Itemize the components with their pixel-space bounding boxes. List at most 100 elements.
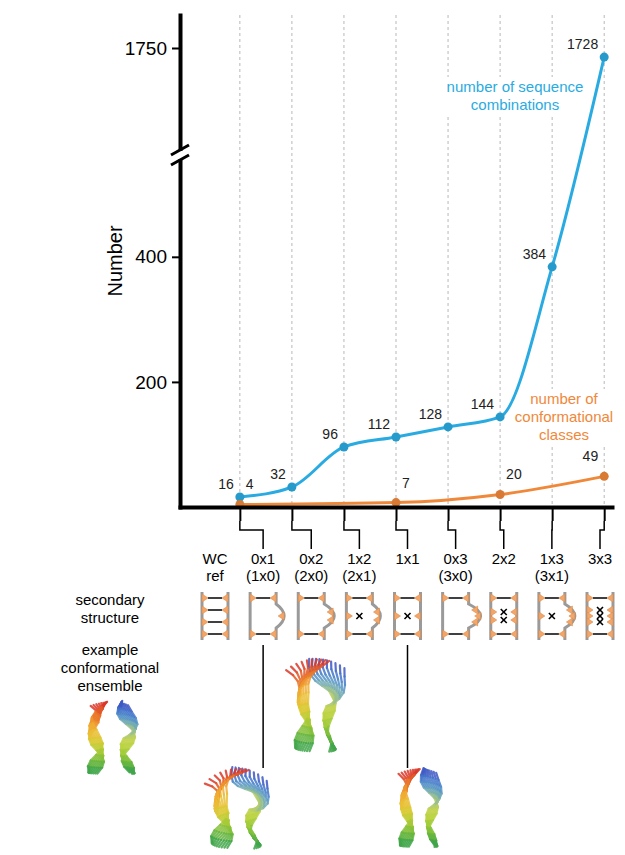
ensemble-strand <box>88 766 89 772</box>
ensemble-strand <box>210 836 213 842</box>
mismatch-mark <box>597 607 603 613</box>
nucleotide <box>202 618 208 626</box>
ensemble-strand <box>406 792 408 799</box>
ensemble-strand <box>324 713 325 720</box>
x-tick <box>292 507 293 521</box>
ensemble-strand <box>234 773 242 776</box>
text-line: secondary <box>75 591 145 608</box>
ensemble-strand <box>119 702 122 708</box>
nucleotide <box>472 606 478 614</box>
text-line: 1x2 <box>347 550 371 567</box>
x-tick-mark <box>396 507 398 521</box>
data-point <box>600 53 609 62</box>
mismatch-mark <box>597 607 603 613</box>
base-pair <box>401 597 415 599</box>
strand <box>372 592 380 640</box>
ensemble-strand <box>325 713 328 720</box>
ensemble-strand <box>224 795 225 807</box>
ensemble-strand <box>220 819 226 825</box>
label-patch <box>513 389 615 444</box>
ensemble-strand <box>257 774 260 781</box>
text-line: (2x1) <box>342 567 376 584</box>
ensemble-strand <box>333 699 340 704</box>
connector <box>448 521 456 549</box>
ensemble-strand <box>247 815 250 821</box>
ensemble-strand <box>299 687 300 696</box>
ensemble-strand <box>331 669 334 677</box>
nucleotide <box>607 594 613 602</box>
nucleotide <box>587 594 593 602</box>
connector <box>292 521 311 549</box>
ensemble-strand <box>334 677 337 685</box>
ensemble-strand <box>223 787 224 794</box>
series-label-group: number ofconformationalclasses <box>513 389 615 444</box>
ensemble-strand <box>132 768 135 774</box>
nucleotide <box>366 630 372 638</box>
ensemble-strand <box>312 736 315 744</box>
ensemble-strand <box>217 791 218 797</box>
category-label: WCref <box>203 550 228 584</box>
ensemble-strand <box>432 834 435 840</box>
ensemble-strand <box>254 842 256 848</box>
base-pair <box>545 633 559 635</box>
text-line: example <box>82 641 139 658</box>
mismatch-mark <box>356 613 362 619</box>
ensemble-strand <box>435 840 438 846</box>
ensemble-strand <box>93 723 97 729</box>
ensemble-strand <box>130 767 134 773</box>
base-pair <box>208 633 222 635</box>
ensemble-strand <box>254 835 257 842</box>
ensemble-strand <box>323 713 326 720</box>
x-axis <box>181 507 613 521</box>
strand <box>276 592 284 640</box>
base-pair <box>497 633 511 635</box>
nucleotide <box>395 594 401 602</box>
ensemble-strand <box>324 721 326 729</box>
mismatch-mark <box>597 619 603 625</box>
text-line: 3x3 <box>588 550 612 567</box>
x-tick <box>448 507 449 521</box>
nucleotide <box>250 594 256 602</box>
ensemble-strand <box>211 837 214 843</box>
category-label: 1x2(2x1) <box>342 550 376 584</box>
nucleotide <box>202 594 208 602</box>
ensemble-strand <box>430 827 434 834</box>
ensemble-strand <box>400 839 401 845</box>
ensemble-strand <box>327 729 330 737</box>
base-pair <box>449 633 463 635</box>
nucleotide <box>415 594 421 602</box>
nucleotide <box>539 630 545 638</box>
text-line: number of sequence <box>447 78 584 95</box>
data-point <box>496 412 505 421</box>
ensemble-strand <box>210 779 216 783</box>
conformational-ensemble <box>286 659 345 752</box>
base-pair <box>256 597 270 599</box>
ensemble-strand <box>296 664 300 671</box>
data-point <box>548 262 557 271</box>
nucleotide <box>443 630 449 638</box>
nucleotide <box>346 630 352 638</box>
data-point <box>496 490 505 499</box>
nucleotide <box>491 608 497 616</box>
nucleotide <box>346 612 352 620</box>
ensemble-strand <box>96 707 102 712</box>
nucleotide <box>222 594 228 602</box>
ensemble-strand <box>99 738 102 744</box>
x-tick-mark <box>604 507 606 521</box>
mismatch-mark <box>549 613 555 619</box>
x-tick-mark <box>500 507 502 521</box>
axis-break <box>170 145 190 165</box>
ensemble-strand <box>343 668 345 676</box>
category-label: 2x2 <box>492 550 516 567</box>
secondary-structure-icon <box>539 592 575 640</box>
ensemble-strand <box>325 728 329 736</box>
connectors <box>240 521 604 549</box>
y-tick-mark <box>172 256 180 258</box>
ensemble-strand <box>301 671 302 678</box>
nucleotide <box>298 594 304 602</box>
ensemble-strand <box>305 693 308 704</box>
ensemble-strand <box>436 773 438 780</box>
ensemble-strand <box>102 702 108 707</box>
y-axis-title: Number <box>104 225 126 296</box>
ensemble-strand <box>427 808 430 814</box>
